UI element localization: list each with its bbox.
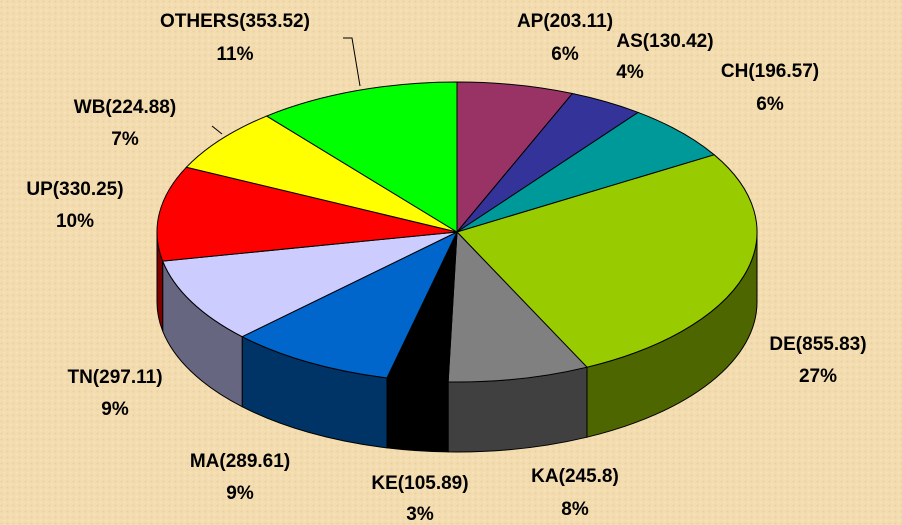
slice-label: KE(105.89) xyxy=(371,473,468,494)
slice-label: TN(297.11) xyxy=(67,367,162,388)
percent-label: 9% xyxy=(226,483,254,504)
slice-label: WB(224.88) xyxy=(74,97,176,118)
pie-slice xyxy=(156,166,458,262)
slice-label: OTHERS(353.52) xyxy=(160,11,310,32)
pie-slice xyxy=(241,230,459,379)
percent-label: 8% xyxy=(561,499,589,520)
percent-label: 27% xyxy=(799,366,837,387)
slice-label: DE(855.83) xyxy=(769,334,866,355)
pie-side xyxy=(386,377,449,453)
pie-sides xyxy=(156,231,758,453)
slice-label: MA(289.61) xyxy=(190,451,290,472)
percent-label: 4% xyxy=(616,62,644,83)
leader-line xyxy=(211,125,223,135)
percent-label: 3% xyxy=(406,504,434,525)
percent-label: 6% xyxy=(551,44,579,65)
pie-slice xyxy=(185,115,458,233)
labels: AP(203.11) 6% AS(130.42) 4% CH(196.57) 6% DE(8… xyxy=(26,11,866,525)
percent-label: 7% xyxy=(111,129,139,150)
slice-label: CH(196.57) xyxy=(721,61,819,82)
slice-label: AP(203.11) xyxy=(517,11,613,32)
slice-label: UP(330.25) xyxy=(26,179,123,200)
pie-slice xyxy=(456,154,758,368)
slice-label: KA(245.8) xyxy=(531,466,619,487)
percent-label: 11% xyxy=(217,44,254,65)
percent-label: 9% xyxy=(101,399,129,420)
pie-slice xyxy=(265,81,458,233)
slice-label: AS(130.42) xyxy=(616,31,713,52)
pie-slice xyxy=(161,231,458,338)
percent-label: 6% xyxy=(756,94,784,115)
pie-tops xyxy=(156,81,758,383)
pie-slice xyxy=(456,81,574,234)
percent-label: 10% xyxy=(56,211,94,232)
leader-line xyxy=(343,37,361,87)
pie-slice xyxy=(447,230,588,383)
